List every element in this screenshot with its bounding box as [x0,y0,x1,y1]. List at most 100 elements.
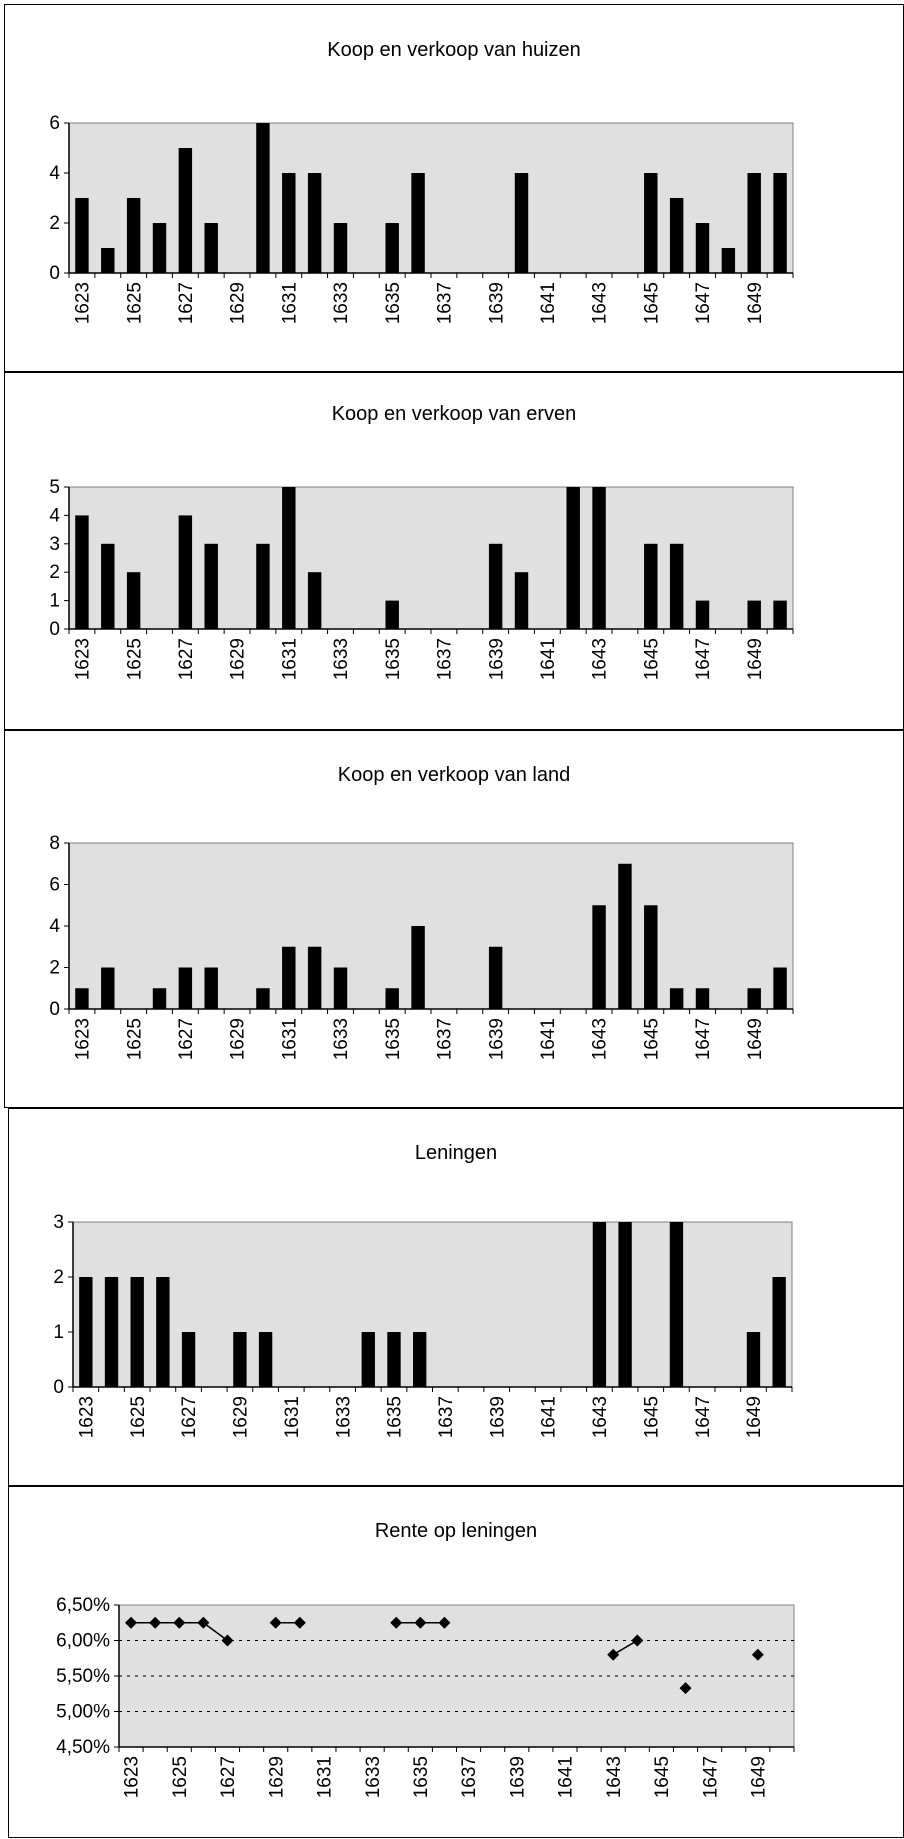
y-tick-label: 2 [49,213,60,234]
x-tick-label: 1643 [590,638,611,680]
x-tick-label: 1627 [218,1756,239,1798]
bar [411,926,425,1009]
x-tick-label: 1643 [604,1756,625,1798]
bar [773,600,787,629]
bar [75,988,89,1009]
y-tick-label: 4 [49,505,60,526]
x-tick-label: 1643 [590,1018,611,1060]
bar [256,123,270,273]
x-tick-label: 1647 [700,1756,721,1798]
bar [669,198,684,273]
x-tick-label: 1639 [487,1396,508,1438]
data-point [607,1648,620,1661]
y-tick-label: 5,00% [56,1702,110,1723]
x-tick-label: 1633 [331,638,352,680]
bar [104,1277,119,1387]
data-point [390,1616,403,1629]
x-tick-label: 1637 [436,1396,457,1438]
x-tick-label: 1625 [128,1396,149,1438]
x-tick-label: 1623 [73,1018,94,1060]
series-line-segment [612,1639,638,1656]
x-tick-label: 1649 [745,638,766,680]
x-tick-label: 1635 [383,638,404,680]
x-tick-label: 1631 [315,1756,336,1798]
x-tick-label: 1635 [383,282,404,324]
y-tick-label: 0 [49,619,60,640]
x-tick-label: 1631 [279,638,300,680]
bar [644,543,658,629]
x-tick-label: 1625 [124,1018,145,1060]
y-tick-label: 2 [49,958,60,979]
bar [592,487,606,629]
bar [152,988,167,1009]
chart-svg-rente: 4,50% 5,00% 5,50% 6,00% 6,50% 1623 1625 1627 162… [56,1595,795,1798]
y-tick-label: 1 [53,1322,64,1343]
chart-panel-land: Koop en verkoop van land 0 2 4 6 8 1623 1625 16… [4,730,904,1108]
y-tick-label: 6 [49,113,60,134]
x-tick-label: 1645 [652,1756,673,1798]
y-tick-label: 0 [53,1377,64,1398]
bar [307,946,322,1009]
x-tick-label: 1631 [279,1018,300,1060]
chart-title: Rente op leningen [374,1520,538,1542]
bar [669,543,684,629]
bar [592,1222,607,1387]
x-tick-label: 1633 [363,1756,384,1798]
data-point [149,1616,162,1629]
x-tick-label: 1627 [176,282,197,324]
x-tick-label: 1637 [435,282,456,324]
chart-svg-erven: 0 1 2 3 4 5 1623 1625 1627 1629 1631 1633 1635 1637 16… [49,477,794,680]
bar [75,515,89,629]
bar [282,173,296,273]
x-tick-label: 1631 [282,1396,303,1438]
chart-title: Koop en verkoop van huizen [327,39,581,61]
data-point [173,1616,186,1629]
x-tick-label: 1629 [228,282,249,324]
data-point [751,1648,764,1661]
chart-svg-huizen: 0 2 4 6 1623 1625 1627 1629 1631 1633 1635 1637 1639… [49,113,794,324]
y-tick-label: 4 [49,163,60,184]
bar [695,223,710,273]
x-tick-label: 1643 [590,282,611,324]
x-tick-label: 1641 [538,638,559,680]
x-tick-label: 1629 [228,638,249,680]
y-tick-label: 2 [49,562,60,583]
x-tick-label: 1623 [73,638,94,680]
bar [282,487,296,629]
bar [488,543,503,629]
x-tick-label: 1623 [76,1396,97,1438]
data-point [125,1616,138,1629]
bar [514,173,529,273]
y-tick-label: 3 [49,534,60,555]
chart-panel-huizen: Koop en verkoop van huizen 0 2 4 6 1623 1625 1… [4,4,904,372]
bar [152,223,167,273]
chart-title: Leningen [414,1142,498,1164]
y-tick-label: 4 [49,916,60,937]
y-tick-label: 6 [49,875,60,896]
x-tick-label: 1641 [538,282,559,324]
bar [385,988,399,1009]
bar [307,572,322,629]
bar [387,1332,401,1387]
x-tick-label: 1641 [556,1756,577,1798]
plot-area [68,486,794,630]
x-tick-label: 1649 [745,1018,766,1060]
x-tick-label: 1647 [693,638,714,680]
x-tick-label: 1645 [641,1396,662,1438]
chart-panel-erven: Koop en verkoop van erven 0 1 2 3 4 5 1623 1625… [4,372,904,730]
bar [233,1332,247,1387]
x-tick-label: 1641 [538,1018,559,1060]
bar [126,572,141,629]
bar [75,198,89,273]
x-tick-label: 1647 [693,1396,714,1438]
bar [256,988,270,1009]
x-tick-label: 1637 [435,1018,456,1060]
data-point [414,1616,427,1629]
x-tick-label: 1639 [507,1756,528,1798]
bar [178,967,193,1009]
data-point [221,1634,234,1647]
series-line-segment [202,1622,228,1642]
bar [695,988,710,1009]
plot-area [72,1221,793,1388]
bar [181,1332,196,1387]
